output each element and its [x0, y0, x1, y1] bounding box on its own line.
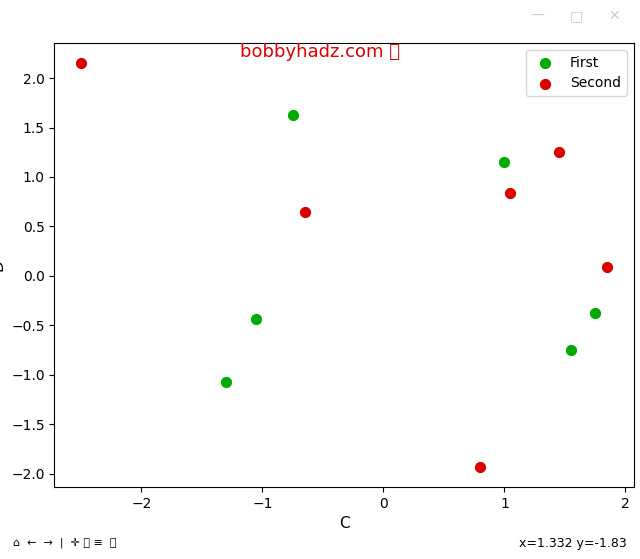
- Text: ⌂  ←  →  |  ✛ 🔍 ≡  💾: ⌂ ← → | ✛ 🔍 ≡ 💾: [13, 538, 116, 548]
- Second: [300, 207, 310, 216]
- Text: —: —: [531, 9, 545, 23]
- X-axis label: C: C: [339, 516, 349, 531]
- First: [251, 315, 261, 324]
- Text: Figure 1: Figure 1: [285, 8, 355, 23]
- Second: [554, 148, 564, 157]
- Text: x=1.332 y=-1.83: x=1.332 y=-1.83: [520, 537, 627, 549]
- First: [287, 110, 298, 119]
- Second: [602, 263, 612, 272]
- Legend: First, Second: First, Second: [525, 50, 627, 96]
- Second: [76, 59, 86, 68]
- First: [221, 377, 231, 386]
- Text: bobbyhadz.com 📦: bobbyhadz.com 📦: [240, 43, 400, 61]
- Text: □: □: [570, 9, 582, 23]
- Second: [475, 462, 485, 471]
- Second: [506, 188, 516, 197]
- First: [566, 345, 576, 354]
- Text: ✕: ✕: [609, 9, 620, 23]
- First: [499, 158, 509, 167]
- First: [590, 309, 600, 318]
- Y-axis label: D: D: [0, 259, 6, 271]
